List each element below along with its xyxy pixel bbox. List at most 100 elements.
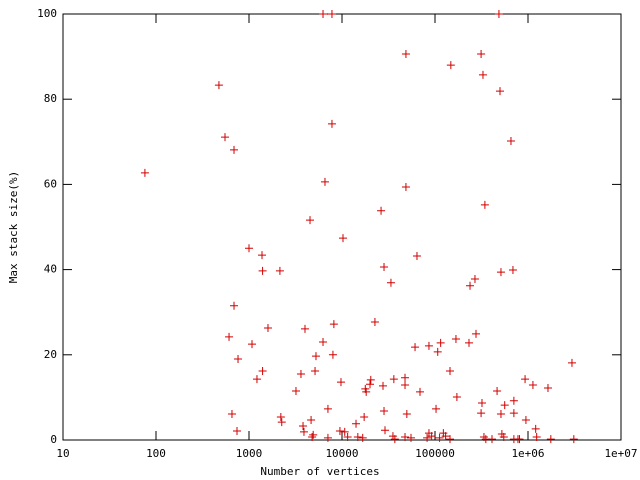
point: [569, 435, 578, 444]
x-tick-label: 10: [56, 447, 69, 460]
point: [508, 266, 517, 275]
point: [546, 435, 555, 444]
point: [263, 323, 272, 332]
point: [433, 347, 442, 356]
point: [296, 369, 305, 378]
point: [227, 410, 236, 419]
point: [479, 433, 488, 442]
point: [327, 10, 336, 18]
point: [276, 412, 285, 421]
point: [379, 381, 388, 390]
point: [466, 281, 475, 290]
point: [320, 177, 329, 186]
point: [446, 61, 455, 70]
y-axis-label: Max stack size(%): [7, 171, 20, 284]
point: [319, 10, 328, 18]
point: [451, 335, 460, 344]
y-tick-label: 40: [44, 263, 57, 276]
point: [506, 136, 515, 145]
point: [389, 375, 398, 384]
point: [521, 415, 530, 424]
y-tick-label: 80: [44, 92, 57, 105]
point: [532, 433, 541, 442]
point: [291, 387, 300, 396]
plot-frame: [62, 13, 622, 441]
point: [441, 432, 450, 441]
point: [496, 87, 505, 96]
point: [311, 366, 320, 375]
point: [407, 433, 415, 442]
point: [509, 396, 518, 405]
point: [233, 427, 242, 436]
point: [401, 381, 410, 390]
point: [493, 387, 502, 396]
point: [258, 266, 267, 275]
point: [543, 384, 552, 393]
point: [477, 50, 486, 59]
point: [258, 366, 267, 375]
point: [380, 407, 389, 416]
point: [362, 387, 371, 396]
point: [470, 274, 479, 283]
point: [360, 412, 369, 421]
point: [401, 433, 410, 442]
point: [377, 206, 386, 215]
point: [214, 81, 223, 90]
point: [500, 401, 509, 410]
point: [319, 338, 328, 347]
point: [478, 70, 487, 79]
point: [401, 50, 410, 59]
point: [353, 433, 362, 442]
point: [366, 375, 375, 384]
point: [245, 244, 253, 253]
point: [277, 418, 286, 427]
point: [258, 251, 267, 260]
point: [221, 133, 229, 142]
point: [427, 432, 436, 441]
point: [436, 338, 445, 347]
point: [452, 392, 461, 401]
point: [327, 119, 336, 128]
point: [380, 263, 389, 272]
point: [365, 380, 374, 389]
point: [494, 10, 503, 18]
point: [423, 433, 432, 442]
point: [381, 426, 390, 435]
point: [509, 409, 518, 418]
point: [416, 387, 425, 396]
point: [411, 343, 420, 352]
point: [230, 301, 239, 310]
point: [308, 433, 317, 442]
point: [477, 398, 486, 407]
point: [472, 329, 481, 338]
point: [480, 200, 489, 209]
point: [402, 410, 411, 419]
point: [328, 350, 337, 359]
y-tick-label: 60: [44, 177, 57, 190]
point: [401, 373, 410, 382]
point: [230, 145, 239, 154]
point: [446, 366, 455, 375]
point: [307, 415, 316, 424]
point: [531, 424, 540, 433]
point: [464, 338, 473, 347]
point: [225, 332, 234, 341]
x-tick-label: 10000: [325, 447, 358, 460]
x-tick-label: 1e+07: [604, 447, 637, 460]
point: [386, 278, 395, 287]
point: [432, 404, 441, 413]
point: [336, 378, 345, 387]
point: [412, 251, 421, 260]
x-axis-label: Number of vertices: [260, 465, 379, 478]
point: [234, 355, 243, 364]
point: [496, 410, 505, 419]
point: [275, 266, 284, 275]
y-tick-label: 20: [44, 348, 57, 361]
point: [343, 433, 352, 442]
point: [521, 375, 530, 384]
point: [323, 433, 332, 442]
point: [335, 427, 344, 436]
point: [446, 435, 455, 444]
point: [567, 358, 576, 367]
